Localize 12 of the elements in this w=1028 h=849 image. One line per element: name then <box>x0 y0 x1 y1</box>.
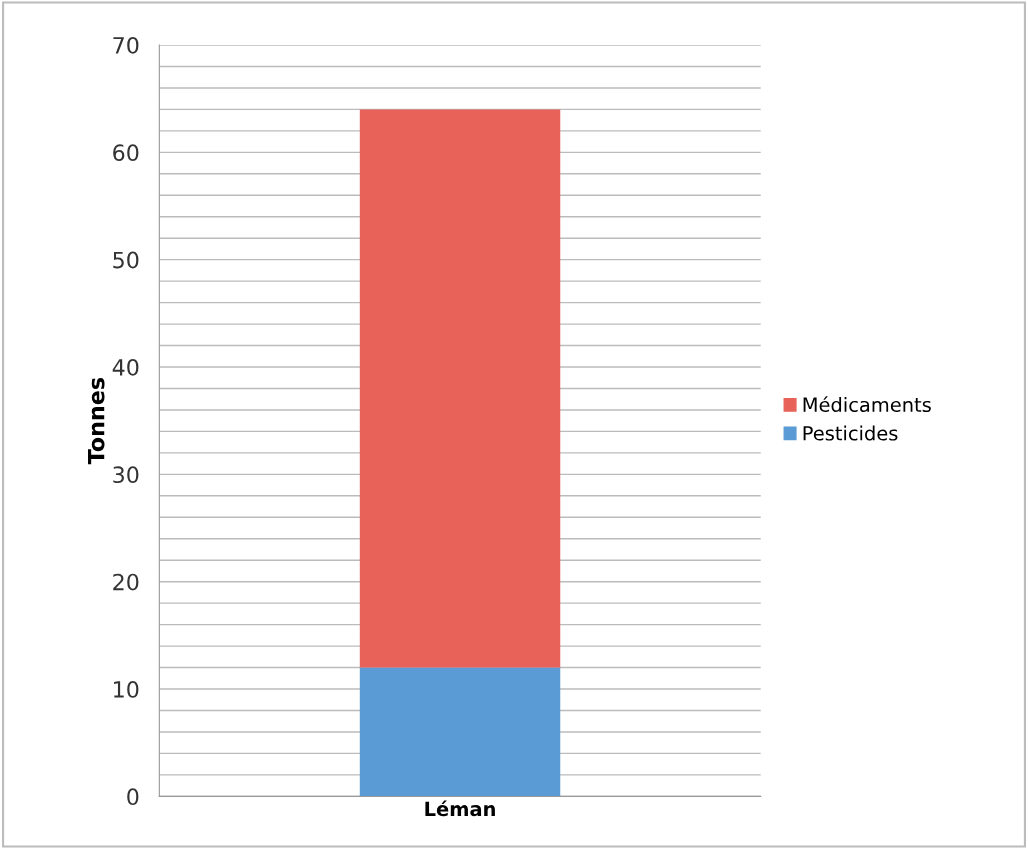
y-tick-label: 0 <box>127 788 139 806</box>
x-tick-label: Léman <box>425 800 495 817</box>
legend-label: Pesticides <box>803 425 898 441</box>
y-axis-title: Tonnes <box>88 378 105 465</box>
y-tick-label: 40 <box>112 358 139 376</box>
y-tick-label: 30 <box>113 466 139 484</box>
y-tick-label: 20 <box>113 573 139 591</box>
legend-label: Médicaments <box>803 396 931 413</box>
y-tick-label: 10 <box>114 680 139 698</box>
y-tick-label: 70 <box>113 36 139 54</box>
y-tick-label: 60 <box>113 144 139 162</box>
y-tick-label: 50 <box>113 251 139 269</box>
